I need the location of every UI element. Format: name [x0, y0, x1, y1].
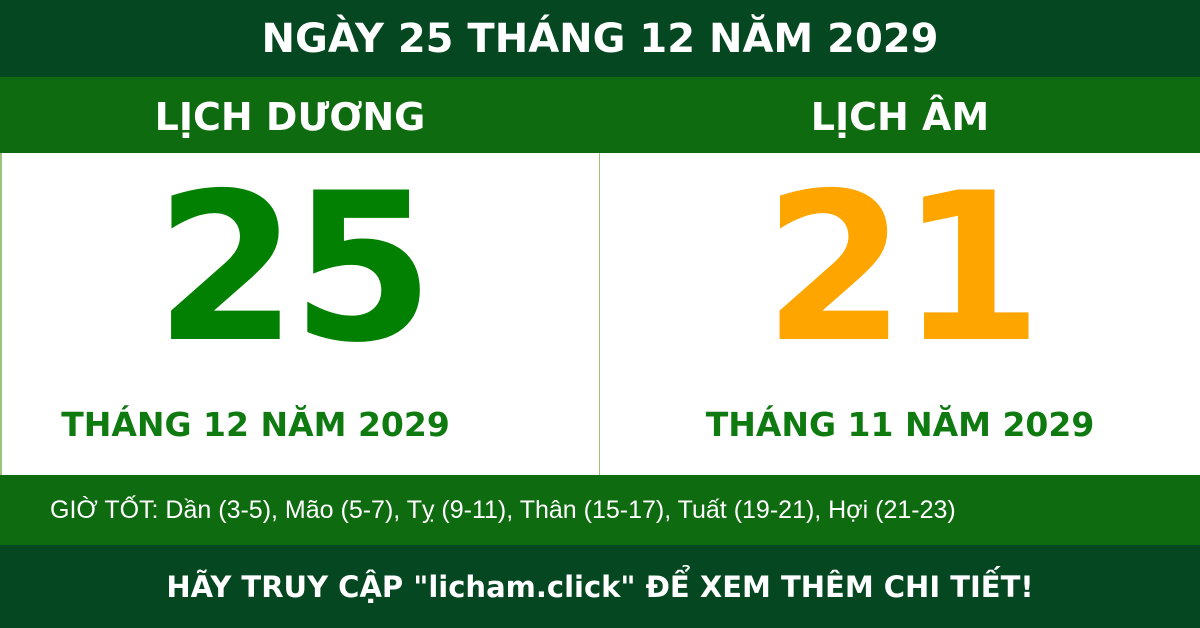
lunar-heading: LỊCH ÂM	[810, 95, 990, 139]
calendar-body: 25 THÁNG 12 NĂM 2029 21 THÁNG 11 NĂM 202…	[0, 153, 1200, 475]
solar-month-year: THÁNG 12 NĂM 2029	[61, 405, 450, 444]
page-title: NGÀY 25 THÁNG 12 NĂM 2029	[0, 0, 1200, 77]
good-hours: GIỜ TỐT: Dần (3-5), Mão (5-7), Tỵ (9-11)…	[0, 475, 1200, 545]
lunar-panel: 21 THÁNG 11 NĂM 2029	[600, 153, 1200, 475]
lunar-month-year: THÁNG 11 NĂM 2029	[705, 405, 1095, 444]
lunar-day: 21	[763, 150, 1042, 388]
solar-heading: LỊCH DƯƠNG	[154, 95, 426, 139]
footer-cta: HÃY TRUY CẬP "licham.click" ĐỂ XEM THÊM …	[0, 545, 1200, 628]
solar-panel: 25 THÁNG 12 NĂM 2029	[0, 153, 600, 475]
calendar-headers: LỊCH DƯƠNG LỊCH ÂM	[0, 77, 1200, 153]
solar-day: 25	[154, 150, 434, 388]
